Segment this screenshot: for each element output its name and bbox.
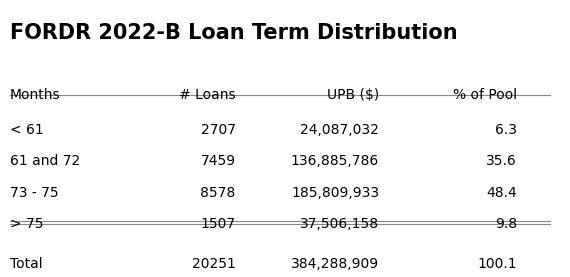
Text: < 61: < 61 [10,123,43,137]
Text: 2707: 2707 [201,123,236,137]
Text: 185,809,933: 185,809,933 [291,186,379,200]
Text: 8578: 8578 [201,186,236,200]
Text: UPB ($): UPB ($) [327,88,379,102]
Text: 7459: 7459 [201,154,236,168]
Text: % of Pool: % of Pool [453,88,517,102]
Text: 48.4: 48.4 [486,186,517,200]
Text: > 75: > 75 [10,217,43,231]
Text: 9.8: 9.8 [495,217,517,231]
Text: Total: Total [10,257,42,271]
Text: FORDR 2022-B Loan Term Distribution: FORDR 2022-B Loan Term Distribution [10,23,457,43]
Text: 100.1: 100.1 [477,257,517,271]
Text: 136,885,786: 136,885,786 [291,154,379,168]
Text: 20251: 20251 [192,257,236,271]
Text: 61 and 72: 61 and 72 [10,154,80,168]
Text: 37,506,158: 37,506,158 [300,217,379,231]
Text: 24,087,032: 24,087,032 [300,123,379,137]
Text: 6.3: 6.3 [495,123,517,137]
Text: 35.6: 35.6 [486,154,517,168]
Text: # Loans: # Loans [179,88,236,102]
Text: 384,288,909: 384,288,909 [291,257,379,271]
Text: 73 - 75: 73 - 75 [10,186,58,200]
Text: Months: Months [10,88,60,102]
Text: 1507: 1507 [201,217,236,231]
